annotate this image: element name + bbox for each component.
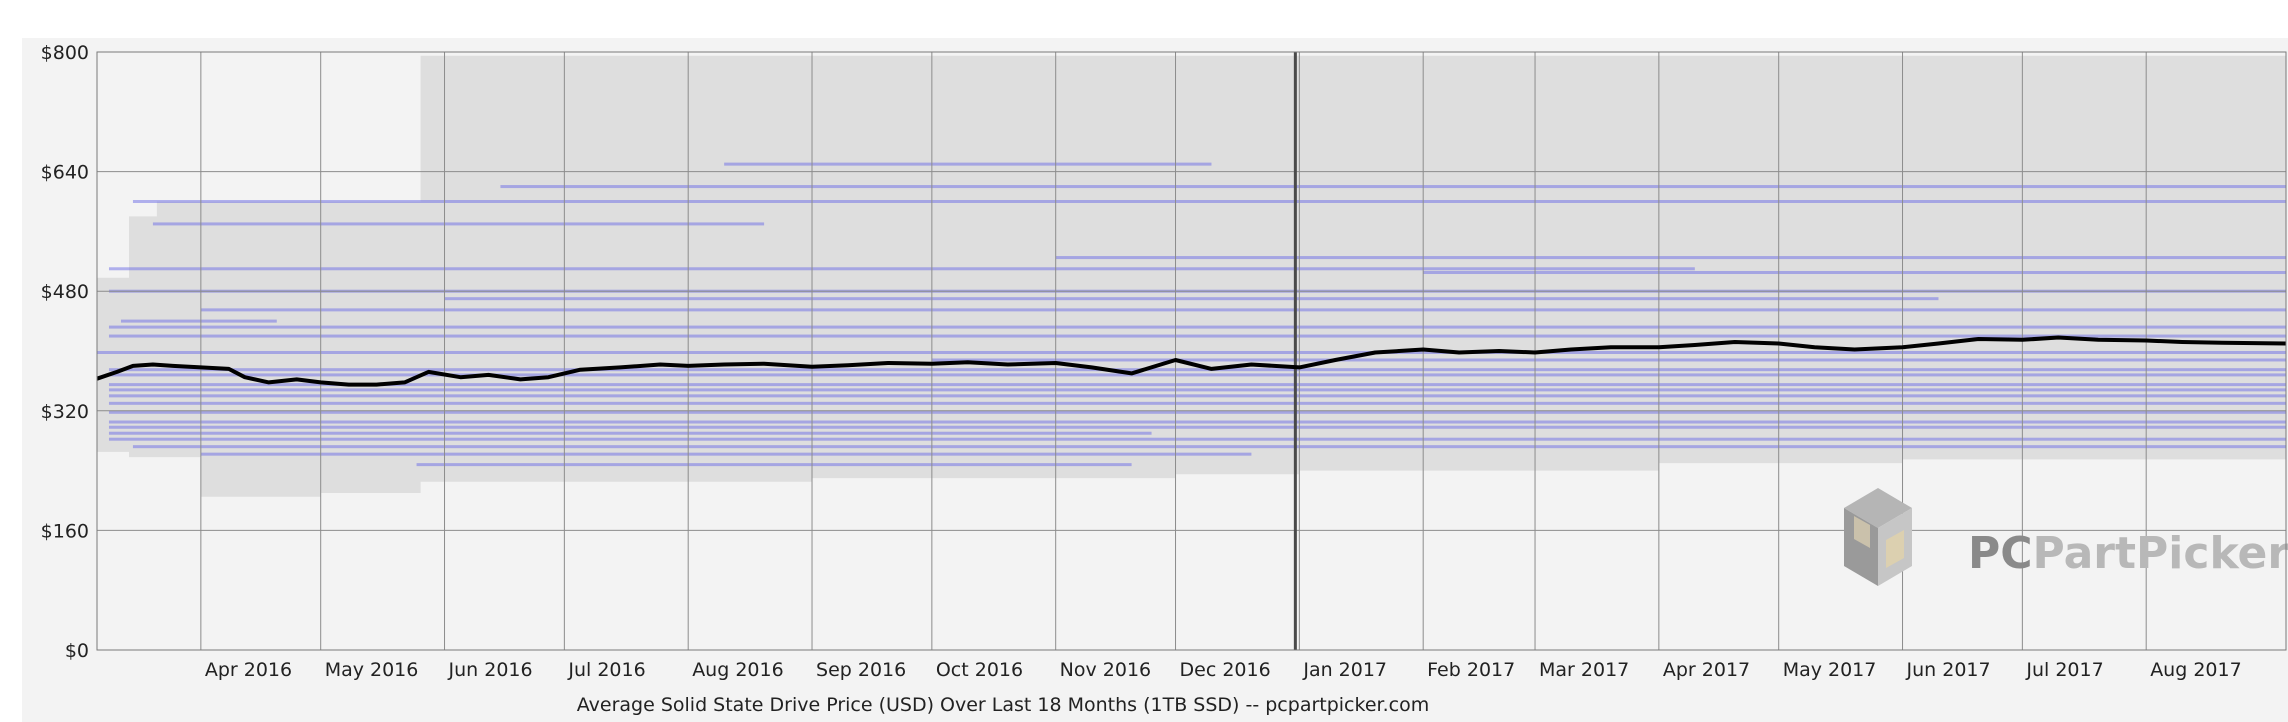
price-bar xyxy=(444,297,1939,301)
cube-icon xyxy=(1844,488,1912,586)
x-tick-label: Aug 2016 xyxy=(692,659,784,681)
y-tick-label: $320 xyxy=(41,401,89,423)
svg-text:PCPartPicker: PCPartPicker xyxy=(1968,528,2288,579)
price-range-bands xyxy=(97,55,2286,497)
price-bar xyxy=(200,452,1252,456)
y-tick-label: $0 xyxy=(65,640,89,662)
price-bar xyxy=(108,425,2286,429)
price-bar xyxy=(97,350,2286,354)
y-axis-tick-labels: $0 $160 $320 $480 $640 $800 xyxy=(41,42,89,662)
price-bar xyxy=(152,222,765,226)
x-tick-label: Aug 2017 xyxy=(2150,659,2242,681)
x-tick-label: Jun 2016 xyxy=(448,659,533,681)
chart-title: Average Solid State Drive Price (USD) Ov… xyxy=(577,694,1429,716)
plot-border xyxy=(96,51,2287,651)
price-bar xyxy=(108,334,2286,338)
price-bar xyxy=(108,394,2286,398)
price-bar xyxy=(132,445,2287,449)
price-bar xyxy=(108,373,2286,377)
price-bar xyxy=(108,410,2286,414)
x-tick-label: Jul 2017 xyxy=(2025,659,2103,681)
y-tick-label: $640 xyxy=(41,162,89,184)
price-history-chart: PCPartPicker $0 $160 $320 $480 $640 $800 Apr … xyxy=(41,42,2288,716)
price-bar xyxy=(416,463,1132,467)
price-bar xyxy=(724,162,1212,166)
price-bar xyxy=(120,319,277,323)
price-bar xyxy=(108,267,1695,271)
x-tick-label: Mar 2017 xyxy=(1539,659,1629,681)
price-bar xyxy=(500,185,2287,189)
x-tick-label: May 2017 xyxy=(1783,659,1877,681)
x-tick-label: Oct 2016 xyxy=(936,659,1023,681)
x-tick-label: Jan 2017 xyxy=(1302,659,1387,681)
price-bar xyxy=(108,325,2286,329)
price-bar xyxy=(1423,271,2286,275)
average-price-series xyxy=(96,335,2287,387)
pcpartpicker-watermark: PCPartPicker xyxy=(1844,488,2288,586)
price-bar xyxy=(108,401,2286,405)
average-price-line xyxy=(96,335,2287,387)
price-bar xyxy=(108,368,2286,372)
x-tick-label: Apr 2016 xyxy=(205,659,292,681)
price-bar xyxy=(1055,256,2286,260)
price-bar xyxy=(200,308,2286,312)
watermark-brand-pc: PC xyxy=(1968,528,2033,579)
y-tick-label: $160 xyxy=(41,520,89,542)
y-tick-label: $480 xyxy=(41,281,89,303)
x-tick-label: Dec 2016 xyxy=(1180,659,1271,681)
y-tick-label: $800 xyxy=(41,42,89,64)
price-bar xyxy=(108,437,2286,441)
x-tick-label: Nov 2016 xyxy=(1060,659,1151,681)
x-tick-label: Apr 2017 xyxy=(1663,659,1750,681)
x-tick-label: Sep 2016 xyxy=(816,659,906,681)
chart-container: PCPartPicker $0 $160 $320 $480 $640 $800 Apr … xyxy=(22,38,2288,722)
x-tick-label: May 2016 xyxy=(325,659,419,681)
x-tick-label: Jul 2016 xyxy=(567,659,645,681)
price-bar xyxy=(108,388,2286,392)
price-bar xyxy=(931,358,2286,362)
price-bar xyxy=(108,420,2286,424)
price-bar xyxy=(108,383,2286,387)
price-bar xyxy=(132,200,2287,203)
price-bar xyxy=(108,431,1152,435)
price-range-band xyxy=(97,55,2286,497)
watermark-brand-partpicker: PartPicker xyxy=(2033,528,2288,579)
x-tick-label: Feb 2017 xyxy=(1427,659,1515,681)
x-axis-tick-labels: Apr 2016 May 2016 Jun 2016 Jul 2016 Aug 2016… xyxy=(205,659,2242,681)
x-tick-label: Jun 2017 xyxy=(1906,659,1991,681)
